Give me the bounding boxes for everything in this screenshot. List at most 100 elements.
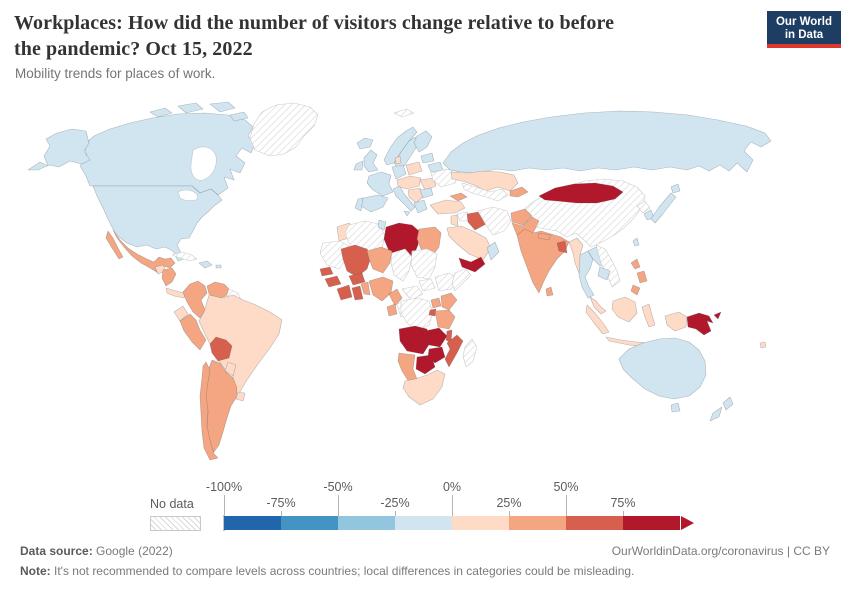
country-sudan[interactable]: [410, 248, 438, 280]
country-mexico[interactable]: [112, 229, 176, 274]
owid-link[interactable]: OurWorldinData.org/coronavirus | CC BY: [611, 544, 830, 558]
country-madagascar[interactable]: [462, 338, 478, 368]
country-new-zealand[interactable]: [709, 396, 734, 422]
country-tunisia[interactable]: [377, 219, 387, 231]
country-turkey[interactable]: [429, 199, 466, 215]
country-norway[interactable]: [383, 126, 418, 166]
country-romania[interactable]: [419, 177, 437, 191]
country-balkans[interactable]: [407, 187, 425, 204]
country-drc[interactable]: [400, 297, 434, 332]
country-poland[interactable]: [405, 161, 423, 176]
country-jordan[interactable]: [450, 214, 459, 227]
country-sri-lanka[interactable]: [545, 286, 554, 297]
country-iceland[interactable]: [356, 137, 374, 150]
country-portugal[interactable]: [354, 197, 364, 212]
country-burkina-faso[interactable]: [348, 272, 366, 286]
country-saudi-arabia[interactable]: [446, 225, 492, 261]
country-japan[interactable]: [650, 183, 681, 224]
country-nigeria[interactable]: [368, 276, 394, 302]
country-oman[interactable]: [486, 241, 500, 261]
country-gabon[interactable]: [386, 303, 398, 317]
legend-bin-swatch[interactable]: [509, 516, 566, 530]
country-yemen[interactable]: [458, 256, 486, 273]
country-egypt[interactable]: [416, 226, 442, 256]
country-usa-alaska[interactable]: [27, 128, 91, 171]
country-canada-arctic-3[interactable]: [209, 101, 236, 113]
country-ghana[interactable]: [351, 285, 364, 301]
country-venezuela[interactable]: [206, 281, 230, 300]
country-bulgaria[interactable]: [419, 187, 434, 199]
country-iraq[interactable]: [466, 211, 487, 231]
country-cote-divoire[interactable]: [336, 284, 353, 301]
legend-bin-swatch[interactable]: [452, 516, 509, 530]
country-costa-rica-panama[interactable]: [165, 287, 187, 299]
country-uganda[interactable]: [430, 297, 442, 309]
legend-bin-swatch[interactable]: [395, 516, 452, 530]
country-fiji[interactable]: [759, 341, 767, 349]
country-uruguay[interactable]: [235, 391, 246, 402]
legend-bin-swatch[interactable]: [566, 516, 623, 530]
country-bangladesh[interactable]: [556, 240, 568, 254]
country-uk[interactable]: [363, 149, 379, 173]
country-colombia[interactable]: [182, 280, 208, 319]
country-greece[interactable]: [413, 199, 428, 214]
country-central-african-republic[interactable]: [401, 285, 424, 301]
country-puerto-rico[interactable]: [215, 264, 222, 269]
country-south-africa[interactable]: [402, 369, 446, 406]
country-nepal[interactable]: [537, 232, 552, 241]
country-cameroon[interactable]: [388, 288, 403, 307]
country-benin-togo[interactable]: [360, 281, 371, 296]
country-uzbekistan-turkmenistan[interactable]: [461, 182, 509, 202]
country-baltics[interactable]: [420, 152, 435, 164]
country-italy[interactable]: [392, 185, 416, 217]
country-iran[interactable]: [477, 206, 512, 236]
country-kyrgyzstan-tajikistan[interactable]: [509, 186, 529, 198]
country-kazakhstan[interactable]: [450, 170, 519, 192]
country-south-sudan[interactable]: [418, 278, 436, 292]
country-western-sahara-mauritania[interactable]: [319, 240, 350, 270]
legend-bin-swatch[interactable]: [623, 516, 680, 530]
country-denmark[interactable]: [394, 155, 402, 165]
country-afghanistan[interactable]: [510, 208, 533, 226]
country-botswana[interactable]: [415, 354, 436, 375]
country-germany[interactable]: [391, 164, 407, 180]
country-usa[interactable]: [92, 185, 223, 262]
country-philippines[interactable]: [630, 258, 648, 296]
country-senegal[interactable]: [319, 266, 334, 277]
country-france[interactable]: [366, 171, 394, 197]
country-bolivia[interactable]: [209, 336, 233, 362]
country-spain[interactable]: [360, 194, 389, 213]
country-namibia[interactable]: [397, 352, 418, 383]
country-taiwan[interactable]: [632, 237, 640, 247]
country-tanzania[interactable]: [434, 309, 456, 330]
country-peru[interactable]: [179, 313, 207, 351]
country-greenland[interactable]: [249, 102, 319, 157]
country-paraguay[interactable]: [224, 361, 237, 377]
country-malaysia[interactable]: [589, 296, 607, 315]
legend-bin-swatch[interactable]: [338, 516, 395, 530]
legend-bin-swatch[interactable]: [281, 516, 338, 530]
country-australia[interactable]: [618, 337, 707, 413]
country-angola[interactable]: [398, 325, 431, 355]
country-thailand[interactable]: [578, 250, 595, 299]
country-brazil[interactable]: [198, 294, 283, 396]
country-central-europe[interactable]: [396, 175, 422, 190]
country-somalia[interactable]: [451, 268, 472, 292]
country-cambodia[interactable]: [597, 266, 611, 281]
country-ireland[interactable]: [353, 160, 364, 171]
country-hispaniola[interactable]: [198, 260, 213, 269]
country-canada-arctic-4[interactable]: [229, 111, 249, 122]
country-kenya[interactable]: [440, 292, 458, 311]
legend-no-data-swatch[interactable]: [150, 516, 201, 531]
legend-bin-swatch[interactable]: [224, 516, 281, 530]
country-russia[interactable]: [442, 110, 772, 174]
country-canada[interactable]: [79, 112, 256, 196]
country-mongolia[interactable]: [538, 182, 624, 204]
country-ecuador[interactable]: [173, 305, 189, 322]
country-honduras-nicaragua[interactable]: [161, 267, 177, 287]
country-rwanda-burundi[interactable]: [428, 308, 437, 317]
country-mali[interactable]: [340, 244, 372, 278]
country-vietnam[interactable]: [595, 244, 621, 288]
country-chad[interactable]: [390, 248, 413, 282]
country-svalbard[interactable]: [393, 108, 415, 118]
